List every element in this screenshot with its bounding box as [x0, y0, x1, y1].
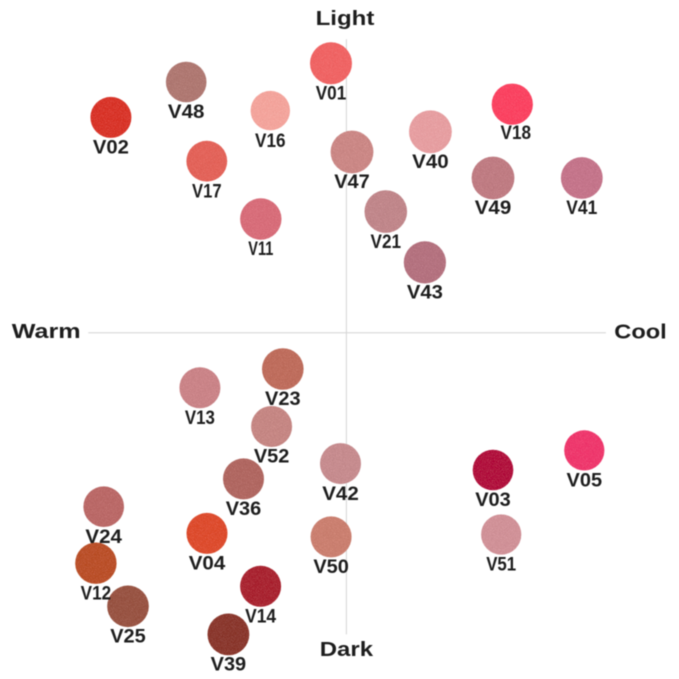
svg-text:V47: V47: [334, 172, 370, 193]
svg-text:V03: V03: [475, 490, 511, 511]
svg-text:V39: V39: [211, 655, 247, 676]
svg-text:V04: V04: [189, 554, 226, 575]
svg-text:V13: V13: [185, 408, 215, 429]
svg-text:V43: V43: [407, 283, 443, 304]
svg-text:V11: V11: [248, 239, 273, 260]
svg-text:V14: V14: [245, 607, 276, 628]
svg-text:Cool: Cool: [614, 321, 667, 343]
svg-text:V05: V05: [567, 471, 603, 492]
svg-text:V40: V40: [412, 152, 449, 173]
svg-text:V36: V36: [226, 499, 262, 520]
svg-text:V02: V02: [93, 138, 129, 159]
svg-text:V48: V48: [168, 102, 205, 123]
svg-text:V42: V42: [322, 484, 359, 505]
svg-text:V23: V23: [265, 389, 301, 410]
svg-text:V41: V41: [566, 198, 597, 219]
svg-text:V21: V21: [371, 232, 402, 253]
svg-text:V52: V52: [254, 447, 290, 468]
svg-text:V01: V01: [316, 84, 347, 105]
svg-text:V25: V25: [110, 627, 146, 648]
svg-text:V51: V51: [486, 555, 516, 576]
svg-text:Dark: Dark: [320, 639, 374, 661]
svg-text:V49: V49: [475, 198, 512, 219]
svg-text:V17: V17: [192, 181, 222, 202]
svg-text:Light: Light: [316, 8, 375, 30]
svg-text:V18: V18: [501, 123, 532, 144]
svg-text:V12: V12: [81, 583, 112, 604]
svg-text:V16: V16: [255, 131, 286, 152]
svg-text:V50: V50: [313, 557, 349, 578]
svg-text:V24: V24: [85, 527, 122, 548]
svg-text:Warm: Warm: [12, 321, 81, 343]
